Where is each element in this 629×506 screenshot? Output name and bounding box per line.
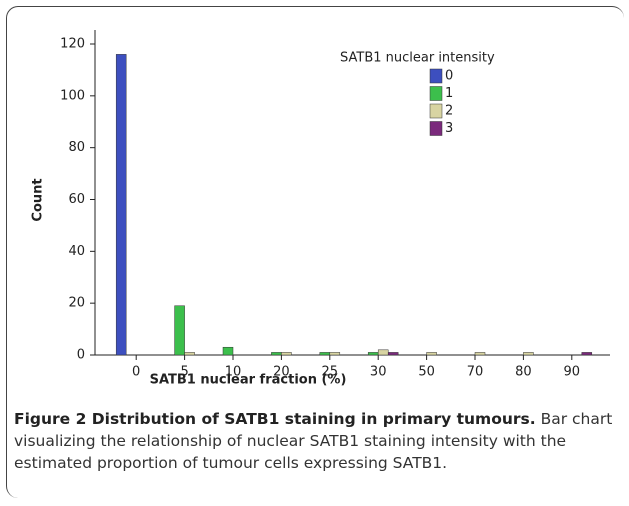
x-tick-label: 25 — [322, 365, 339, 380]
bar — [581, 352, 593, 356]
x-tick-label: 90 — [564, 365, 581, 380]
x-tick-label: 10 — [225, 365, 242, 380]
legend-label: 1 — [445, 86, 453, 101]
x-tick-label: 80 — [515, 365, 532, 380]
legend-label: 3 — [445, 121, 453, 136]
y-tick-label: 60 — [68, 192, 85, 207]
x-tick-label: 0 — [132, 365, 140, 380]
caption: Figure 2 Distribution of SATB1 staining … — [14, 408, 614, 474]
legend-swatch — [429, 121, 443, 136]
y-tick-label: 20 — [68, 296, 85, 311]
bar — [174, 305, 185, 356]
legend-swatch — [429, 68, 443, 84]
x-tick-label: 30 — [370, 365, 387, 380]
y-axis-label: Count — [31, 178, 46, 221]
bar — [377, 349, 389, 356]
bar — [271, 352, 282, 356]
y-tick-label: 0 — [77, 348, 85, 363]
bar — [115, 54, 127, 356]
bar — [222, 346, 234, 356]
bar — [474, 352, 486, 356]
legend-label: 0 — [445, 69, 453, 84]
bar — [281, 352, 292, 356]
y-tick-label: 100 — [60, 88, 85, 103]
x-tick-label: 20 — [273, 365, 290, 380]
figure-frame — [6, 6, 624, 498]
x-tick-label: 50 — [418, 365, 435, 380]
bar — [367, 352, 379, 356]
bar — [426, 352, 437, 356]
bar — [387, 352, 399, 356]
y-tick-label: 40 — [68, 244, 85, 259]
legend-title: SATB1 nuclear intensity — [340, 51, 495, 66]
bar — [184, 352, 195, 356]
caption-text: Bar chart visualizing the relationship o… — [14, 410, 613, 472]
bar — [319, 352, 331, 356]
x-tick-label: 70 — [467, 365, 484, 380]
chart: SATB1 nuclear fraction (%) Count SATB1 n… — [31, 30, 610, 388]
y-tick-label: 80 — [68, 140, 85, 155]
bar — [329, 352, 341, 356]
legend-label: 2 — [445, 104, 453, 119]
legend-swatch — [429, 103, 443, 119]
y-tick-label: 120 — [60, 37, 85, 52]
bar — [523, 352, 534, 356]
x-axis-label: SATB1 nuclear fraction (%) — [150, 373, 347, 388]
legend-swatch — [429, 86, 443, 101]
x-tick-label: 5 — [180, 365, 188, 380]
caption-title: Figure 2 Distribution of SATB1 staining … — [14, 410, 536, 428]
